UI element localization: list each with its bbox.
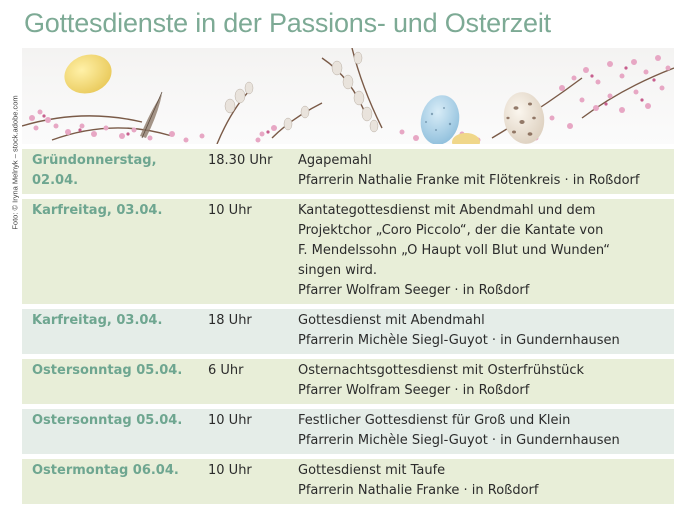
photo-credit-text: Foto: © Iryna Melnyk – stock.adobe.com <box>10 95 20 230</box>
service-time: 18 Uhr <box>208 313 252 328</box>
service-time: 10 Uhr <box>208 463 252 478</box>
service-line: Projektchor „Coro Piccolo“, der die Kant… <box>298 223 604 238</box>
page-title: Gottesdienste in der Passions- und Oster… <box>24 8 551 38</box>
photo-credit: Foto: © Iryna Melnyk – stock.adobe.com <box>0 80 20 250</box>
service-description: Gottesdienst mit Taufe Pfarrerin Nathali… <box>298 461 664 501</box>
service-description: Kantategottesdienst mit Abendmahl und de… <box>298 201 664 301</box>
service-date: Karfreitag, 03.04. <box>32 313 163 328</box>
service-description: Osternachtsgottesdienst mit Osterfrühstü… <box>298 361 664 401</box>
service-line: singen wird. <box>298 263 377 278</box>
service-date: Ostersonntag 05.04. <box>32 363 183 378</box>
service-line: Festlicher Gottesdienst für Groß und Kle… <box>298 413 571 428</box>
service-row: Karfreitag, 03.04. 10 Uhr Kantategottesd… <box>22 199 674 304</box>
service-time: 6 Uhr <box>208 363 244 378</box>
service-description: Gottesdienst mit Abendmahl Pfarrerin Mic… <box>298 311 664 351</box>
service-row: Ostersonntag 05.04. 6 Uhr Osternachtsgot… <box>22 359 674 404</box>
service-date: Ostersonntag 05.04. <box>32 413 183 428</box>
service-line: Gottesdienst mit Taufe <box>298 463 446 478</box>
service-line: Agapemahl <box>298 153 372 168</box>
service-line: Pfarrerin Nathalie Franke mit Flötenkrei… <box>298 173 640 188</box>
service-row: Ostermontag 06.04. 10 Uhr Gottesdienst m… <box>22 459 674 504</box>
service-line: Kantategottesdienst mit Abendmahl und de… <box>298 203 596 218</box>
service-line: Pfarrerin Michèle Siegl-Guyot · in Gunde… <box>298 433 620 448</box>
service-line: Osternachtsgottesdienst mit Osterfrühstü… <box>298 363 585 378</box>
service-line: Pfarrerin Michèle Siegl-Guyot · in Gunde… <box>298 333 620 348</box>
service-line: F. Mendelssohn „O Haupt voll Blut und Wu… <box>298 243 610 258</box>
service-date: Ostermontag 06.04. <box>32 463 179 478</box>
service-schedule: Gründonnerstag, 02.04. 18.30 Uhr Agapema… <box>22 149 674 509</box>
service-date: Gründonnerstag, 02.04. <box>32 153 157 188</box>
service-line: Pfarrer Wolfram Seeger · in Roßdorf <box>298 383 530 398</box>
service-date: Karfreitag, 03.04. <box>32 203 163 218</box>
service-time: 10 Uhr <box>208 413 252 428</box>
service-row: Gründonnerstag, 02.04. 18.30 Uhr Agapema… <box>22 149 674 194</box>
easter-header-image <box>22 48 674 144</box>
service-row: Ostersonntag 05.04. 10 Uhr Festlicher Go… <box>22 409 674 454</box>
service-line: Gottesdienst mit Abendmahl <box>298 313 485 328</box>
service-line: Pfarrer Wolfram Seeger · in Roßdorf <box>298 283 530 298</box>
service-line: Pfarrerin Nathalie Franke · in Roßdorf <box>298 483 539 498</box>
service-description: Festlicher Gottesdienst für Groß und Kle… <box>298 411 664 451</box>
service-description: Agapemahl Pfarrerin Nathalie Franke mit … <box>298 151 664 191</box>
service-time: 10 Uhr <box>208 203 252 218</box>
service-time: 18.30 Uhr <box>208 153 273 168</box>
service-row: Karfreitag, 03.04. 18 Uhr Gottesdienst m… <box>22 309 674 354</box>
